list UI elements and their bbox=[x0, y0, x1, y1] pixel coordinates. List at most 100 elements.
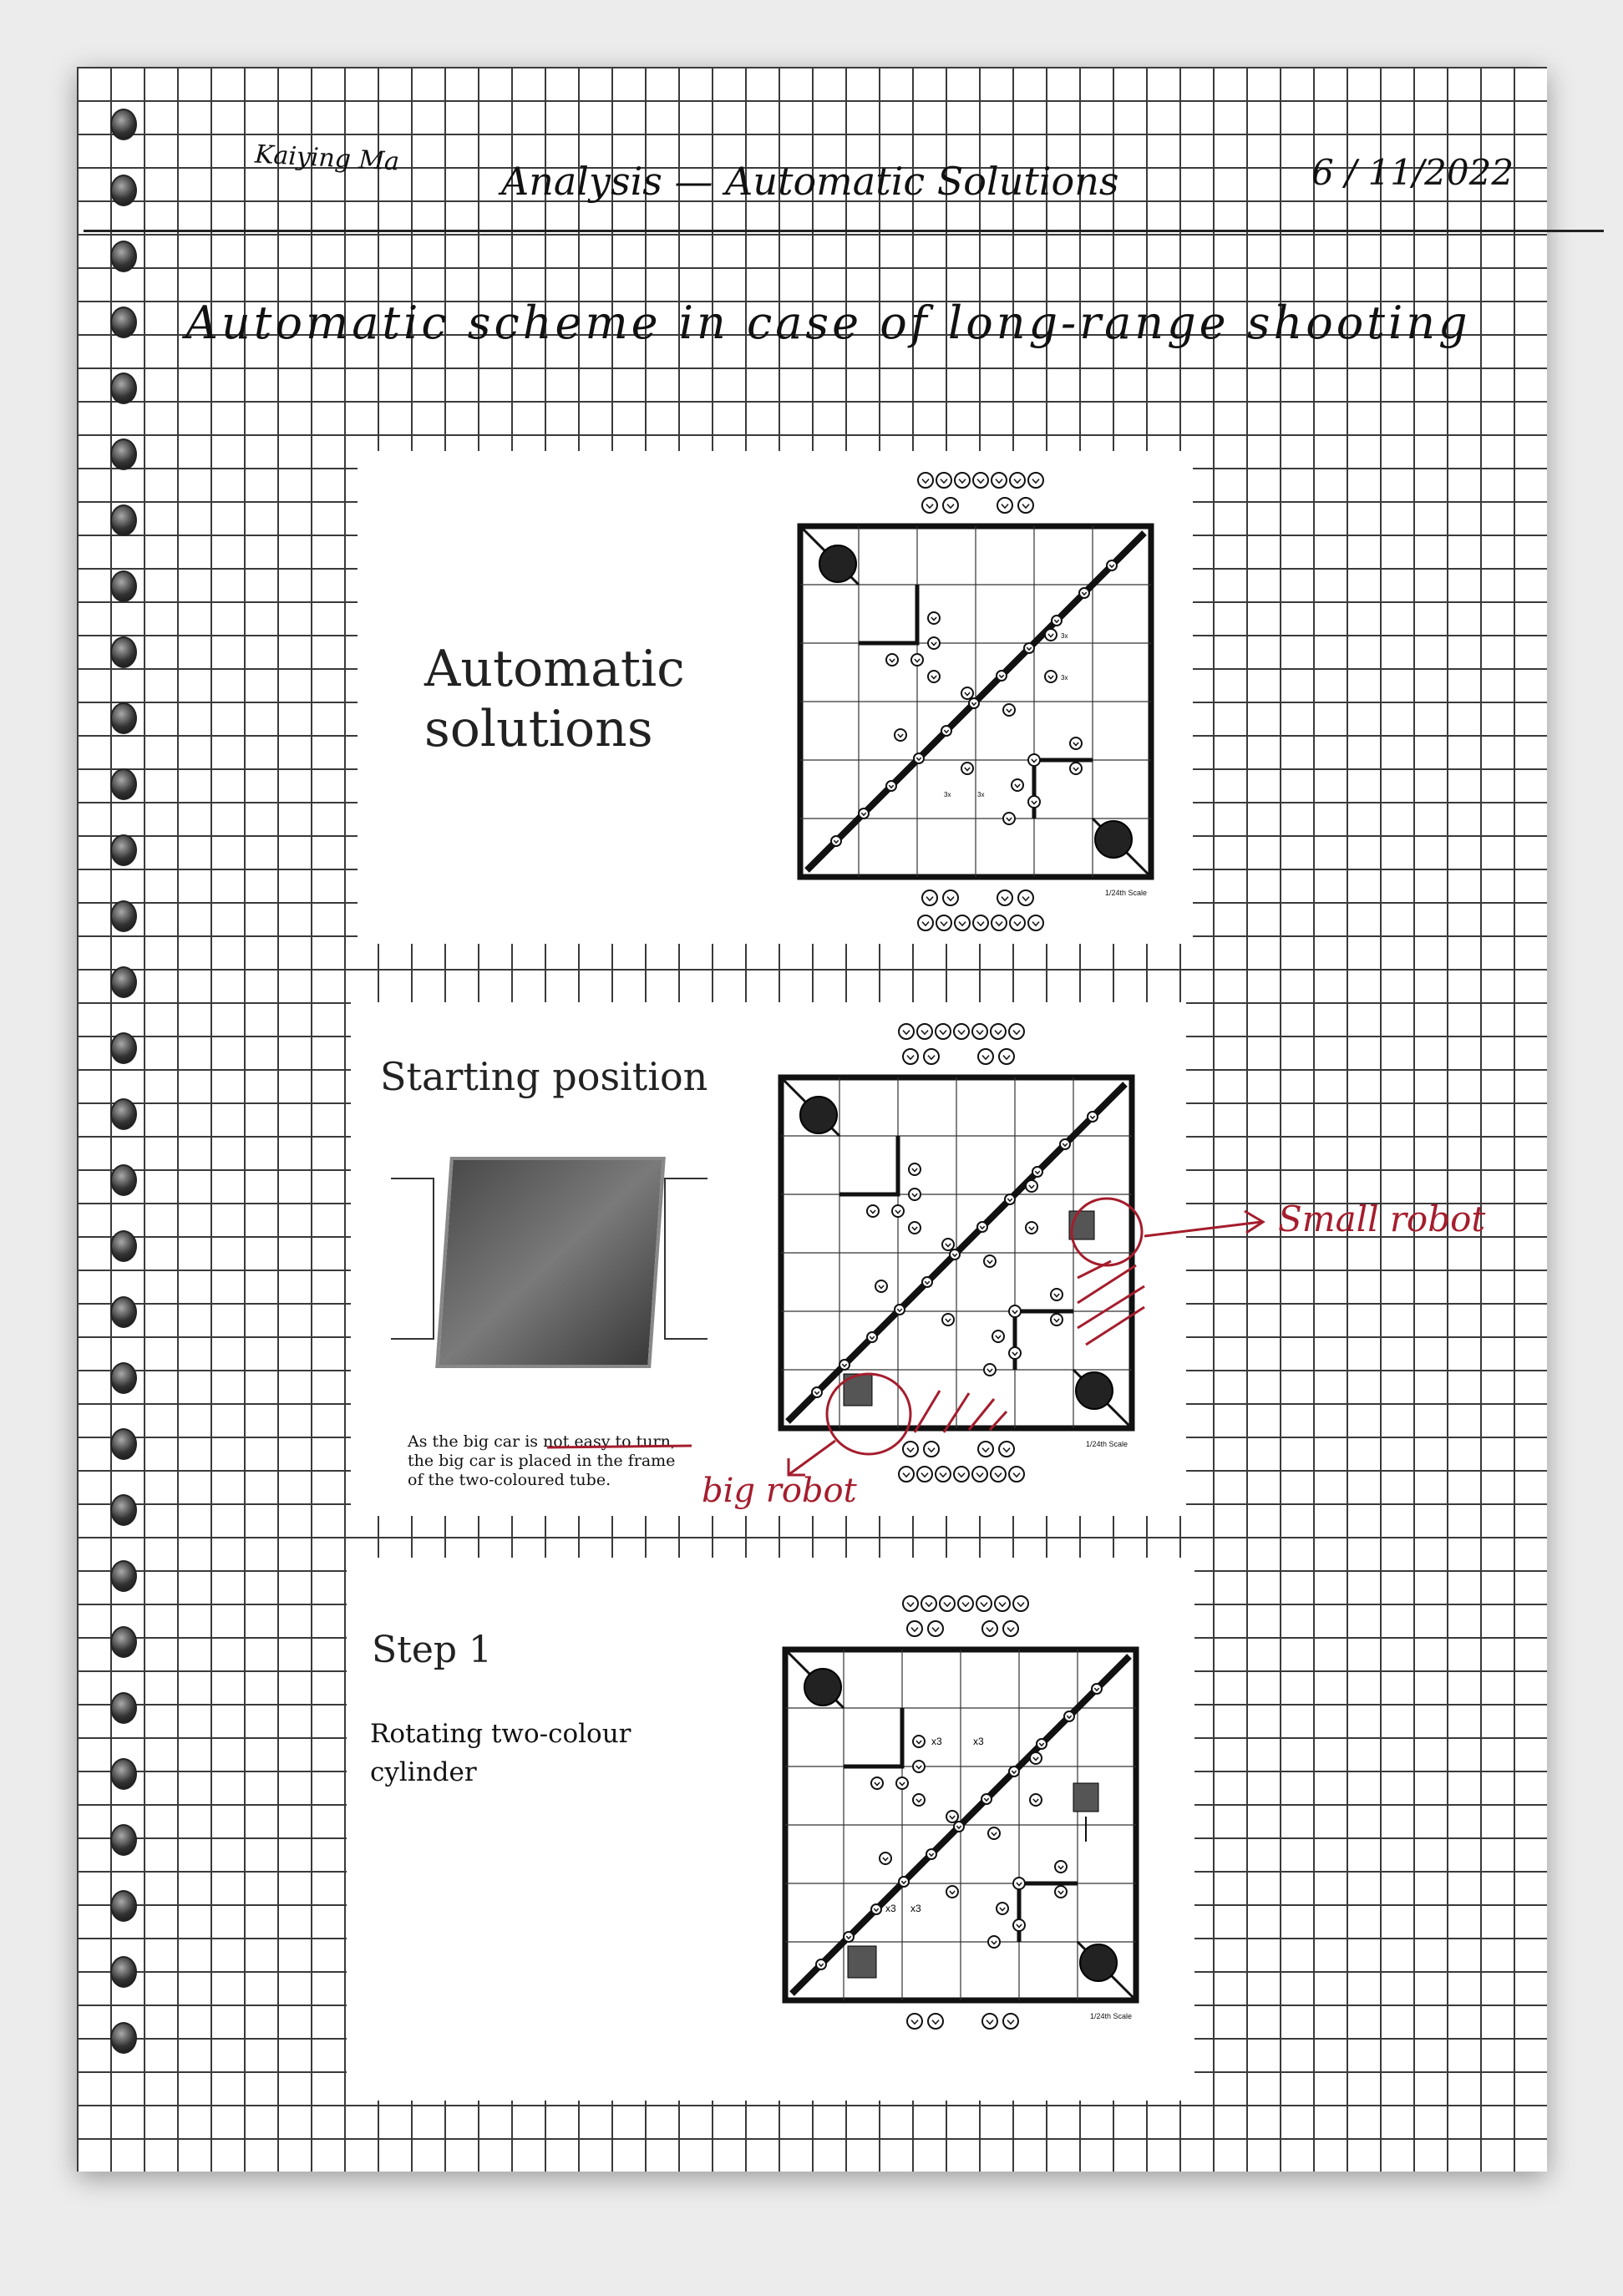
base-circle bbox=[1079, 1944, 1118, 1982]
cylinder-token bbox=[1027, 915, 1044, 931]
cylinder-token bbox=[935, 1023, 951, 1040]
cylinder-token bbox=[968, 697, 980, 709]
cylinder-token bbox=[977, 1441, 994, 1457]
binding-ring bbox=[110, 373, 137, 404]
cylinder-token bbox=[1002, 2013, 1019, 2030]
cylinder-token bbox=[990, 1023, 1007, 1040]
binding-ring bbox=[110, 1560, 137, 1592]
cylinder-token bbox=[1036, 1738, 1047, 1750]
cylinder-token bbox=[1008, 1766, 1020, 1777]
cylinder-token bbox=[1027, 472, 1044, 489]
cylinder-token bbox=[939, 1595, 956, 1612]
slide-step-1: Step 1 Rotating two-colour cylinder 1/24… bbox=[347, 1558, 1194, 2101]
cylinder-token bbox=[961, 762, 974, 775]
cylinder-token bbox=[927, 670, 941, 683]
slide-subtitle: Rotating two-colour cylinder bbox=[370, 1715, 631, 1792]
spiral-binding bbox=[99, 109, 149, 2071]
binding-ring bbox=[110, 966, 137, 998]
cylinder-token bbox=[1008, 1346, 1022, 1360]
binding-ring bbox=[110, 1824, 137, 1856]
cylinder-token bbox=[917, 915, 934, 931]
field-drawing: 1/24th Scale bbox=[778, 1023, 1135, 1483]
cylinder-token bbox=[981, 2013, 998, 2030]
slide-automatic-solutions: Automatic solutions 1/24th Scale 3x 3x 3x 3x bbox=[358, 451, 1193, 944]
cylinder-token bbox=[908, 1221, 921, 1234]
cylinder-token bbox=[1044, 628, 1057, 641]
cylinder-token bbox=[1008, 1305, 1022, 1318]
cylinder-token bbox=[1044, 670, 1057, 683]
cylinder-token bbox=[946, 1810, 959, 1823]
cylinder-token bbox=[906, 2013, 923, 2030]
cylinder-token bbox=[941, 725, 952, 737]
cylinder-token bbox=[1078, 587, 1090, 599]
cylinder-token bbox=[870, 1776, 884, 1790]
cylinder-token bbox=[961, 687, 974, 700]
cylinder-token bbox=[997, 890, 1013, 906]
cylinder-token bbox=[990, 1466, 1007, 1483]
binding-ring bbox=[110, 1296, 137, 1328]
cylinder-token bbox=[921, 497, 938, 514]
cylinder-token bbox=[1050, 1288, 1063, 1301]
x3-label: 3x bbox=[1061, 674, 1068, 682]
cylinder-token bbox=[1051, 615, 1063, 626]
field-drawing: 1/24th Scale 3x 3x 3x 3x bbox=[797, 472, 1154, 931]
cylinder-token bbox=[997, 497, 1013, 514]
cylinder-token bbox=[972, 915, 989, 931]
slide-starting-position: Starting position As the big car is not … bbox=[351, 1002, 1186, 1516]
cylinder-token bbox=[998, 1441, 1015, 1457]
x3-label: x3 bbox=[910, 1903, 921, 1914]
subtitle-line-2: cylinder bbox=[370, 1757, 477, 1787]
cylinder-token bbox=[976, 1595, 992, 1612]
base-circle bbox=[804, 1668, 842, 1706]
binding-ring bbox=[110, 900, 137, 932]
slide-title: Step 1 bbox=[372, 1629, 493, 1671]
cylinder-token bbox=[983, 1254, 997, 1268]
cylinder-token bbox=[1004, 1194, 1016, 1205]
cylinder-token bbox=[1012, 1918, 1026, 1932]
cylinder-token bbox=[875, 1280, 888, 1293]
field-photo-side-left bbox=[391, 1178, 434, 1340]
cylinder-token bbox=[921, 890, 938, 906]
base-circle bbox=[1075, 1371, 1113, 1410]
cylinder-token bbox=[1008, 1466, 1025, 1483]
cylinder-token bbox=[927, 611, 941, 625]
binding-ring bbox=[110, 438, 137, 470]
cylinder-token bbox=[830, 835, 842, 847]
cylinder-token bbox=[1025, 1179, 1038, 1193]
cylinder-token bbox=[953, 1466, 970, 1483]
binding-ring bbox=[110, 1890, 137, 1922]
cylinder-token bbox=[957, 1595, 974, 1612]
cylinder-token bbox=[879, 1852, 892, 1865]
caption: As the big car is not easy to turn, the … bbox=[408, 1432, 676, 1490]
cylinder-token bbox=[977, 1048, 994, 1065]
cylinder-token bbox=[1002, 812, 1016, 825]
cylinder-token bbox=[1032, 1166, 1043, 1178]
date: 6 / 11/2022 bbox=[1311, 152, 1514, 193]
cylinder-token bbox=[921, 1276, 933, 1288]
cylinder-token bbox=[1027, 753, 1041, 767]
cylinder-token bbox=[1012, 1595, 1029, 1612]
cylinder-token bbox=[902, 1048, 919, 1065]
binding-ring bbox=[110, 1428, 137, 1460]
cylinder-token bbox=[1002, 703, 1016, 717]
cylinder-token bbox=[1091, 1683, 1103, 1695]
cylinder-token bbox=[913, 753, 925, 764]
cylinder-token bbox=[912, 1760, 926, 1773]
cylinder-token bbox=[923, 1048, 940, 1065]
page-title: Analysis — Automatic Solutions bbox=[501, 159, 1119, 204]
cylinder-token bbox=[972, 472, 989, 489]
cylinder-token bbox=[923, 1441, 940, 1457]
binding-ring bbox=[110, 109, 137, 140]
cylinder-token bbox=[1017, 497, 1034, 514]
cylinder-token bbox=[912, 1793, 926, 1807]
cylinder-token bbox=[1087, 1111, 1098, 1123]
cylinder-token bbox=[898, 1023, 915, 1040]
cylinder-token bbox=[953, 1023, 970, 1040]
binding-ring bbox=[110, 570, 137, 602]
scale-label: 1/24th Scale bbox=[1086, 1440, 1128, 1448]
cylinder-token bbox=[1023, 642, 1035, 654]
binding-ring bbox=[110, 834, 137, 866]
cylinder-token bbox=[981, 1793, 992, 1805]
cylinder-token bbox=[971, 1466, 988, 1483]
x3-label: 3x bbox=[977, 791, 984, 798]
